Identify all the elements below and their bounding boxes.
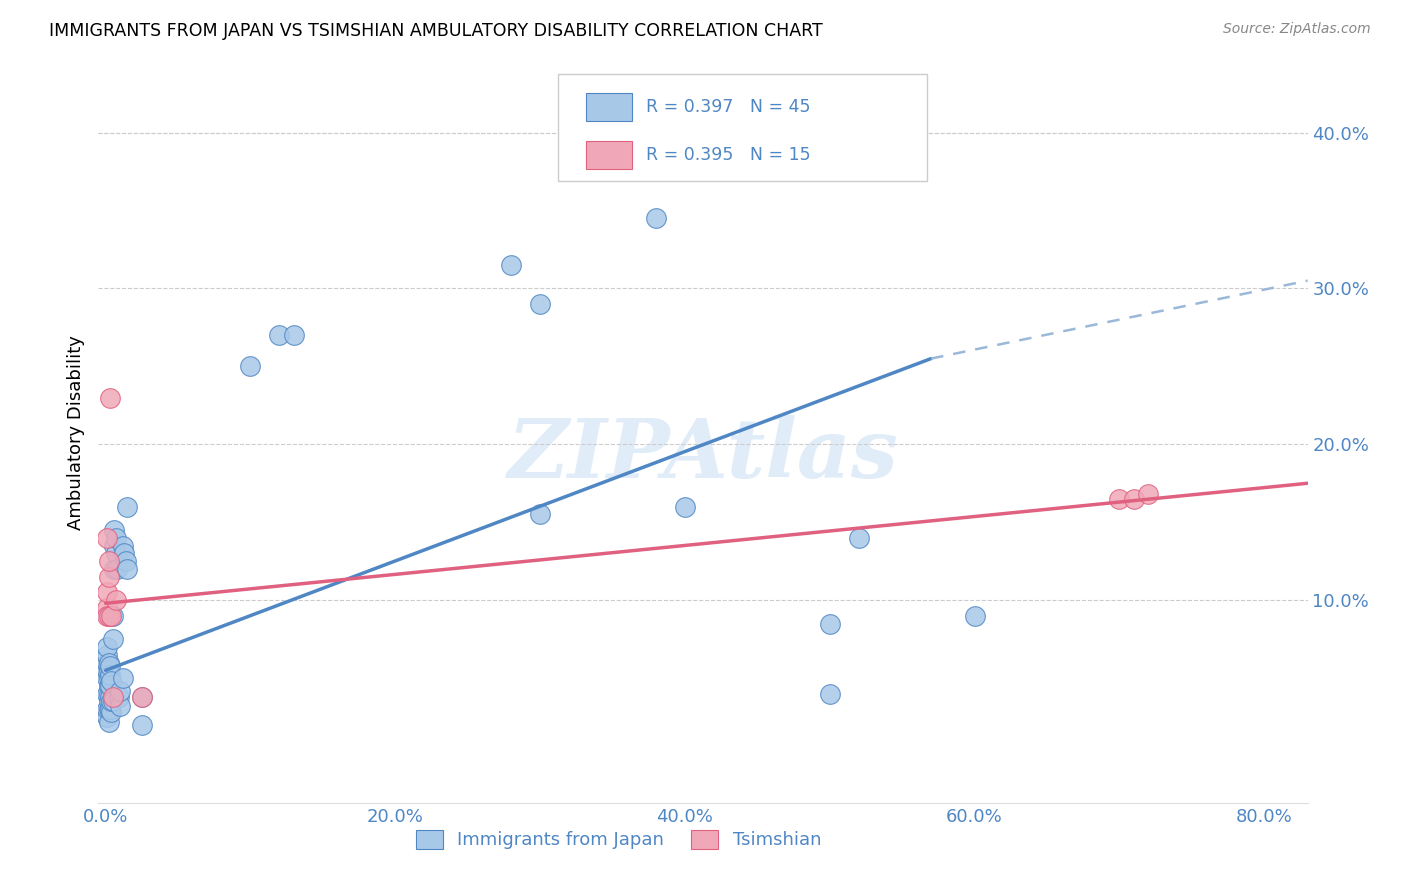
Point <box>131 690 153 704</box>
Point <box>100 674 122 689</box>
Point <box>103 539 125 553</box>
Point <box>100 694 122 708</box>
Point <box>98 690 121 704</box>
Point <box>131 690 153 704</box>
Point <box>131 718 153 732</box>
Point <box>283 328 305 343</box>
Point <box>269 328 291 343</box>
Bar <box>586 93 631 121</box>
Point <box>848 531 870 545</box>
Point <box>100 608 122 623</box>
Point <box>114 546 136 560</box>
Point <box>112 539 135 553</box>
Point <box>97 656 120 670</box>
Point <box>98 658 121 673</box>
Point <box>98 668 121 682</box>
Point <box>97 570 120 584</box>
Point <box>96 687 118 701</box>
Point <box>98 702 121 716</box>
Point <box>96 663 118 677</box>
Point <box>501 258 523 272</box>
Point <box>100 706 122 720</box>
Point <box>104 546 127 560</box>
Point <box>96 671 118 685</box>
Point <box>96 531 118 545</box>
Point <box>96 608 118 623</box>
Point <box>98 679 121 693</box>
Point <box>101 694 124 708</box>
Point <box>105 562 128 576</box>
Point <box>101 632 124 647</box>
Point <box>96 702 118 716</box>
Point <box>818 616 841 631</box>
Point <box>1122 491 1144 506</box>
Point <box>104 593 127 607</box>
Point <box>103 562 125 576</box>
Point <box>239 359 262 374</box>
Point <box>673 500 696 514</box>
Point <box>96 656 118 670</box>
Point <box>96 585 118 599</box>
Point <box>117 500 139 514</box>
Y-axis label: Ambulatory Disability: Ambulatory Disability <box>66 335 84 530</box>
Point <box>115 554 138 568</box>
Point <box>103 523 125 537</box>
Point <box>108 683 131 698</box>
Point <box>645 211 668 226</box>
FancyBboxPatch shape <box>558 73 927 181</box>
Point <box>101 690 124 704</box>
Text: R = 0.397   N = 45: R = 0.397 N = 45 <box>647 98 811 116</box>
Point <box>117 562 139 576</box>
Text: ZIPAtlas: ZIPAtlas <box>508 415 898 495</box>
Point <box>96 648 118 662</box>
Point <box>97 694 120 708</box>
Point <box>97 714 120 729</box>
Point <box>97 554 120 568</box>
Bar <box>586 141 631 169</box>
Point <box>96 601 118 615</box>
Text: R = 0.395   N = 15: R = 0.395 N = 15 <box>647 146 811 164</box>
Point <box>112 671 135 685</box>
Point <box>107 690 129 704</box>
Point <box>97 702 120 716</box>
Point <box>96 640 118 654</box>
Point <box>818 687 841 701</box>
Text: Source: ZipAtlas.com: Source: ZipAtlas.com <box>1223 22 1371 37</box>
Point <box>96 710 118 724</box>
Point <box>97 671 120 685</box>
Point <box>97 608 120 623</box>
Point <box>963 608 986 623</box>
Point <box>97 679 120 693</box>
Point <box>108 699 131 714</box>
Point <box>98 391 121 405</box>
Legend: Immigrants from Japan, Tsimshian: Immigrants from Japan, Tsimshian <box>408 823 828 856</box>
Point <box>101 608 124 623</box>
Text: IMMIGRANTS FROM JAPAN VS TSIMSHIAN AMBULATORY DISABILITY CORRELATION CHART: IMMIGRANTS FROM JAPAN VS TSIMSHIAN AMBUL… <box>49 22 823 40</box>
Point <box>97 687 120 701</box>
Point <box>1108 491 1130 506</box>
Point <box>1137 487 1160 501</box>
Point <box>529 297 551 311</box>
Point <box>104 531 127 545</box>
Point <box>529 508 551 522</box>
Point <box>97 663 120 677</box>
